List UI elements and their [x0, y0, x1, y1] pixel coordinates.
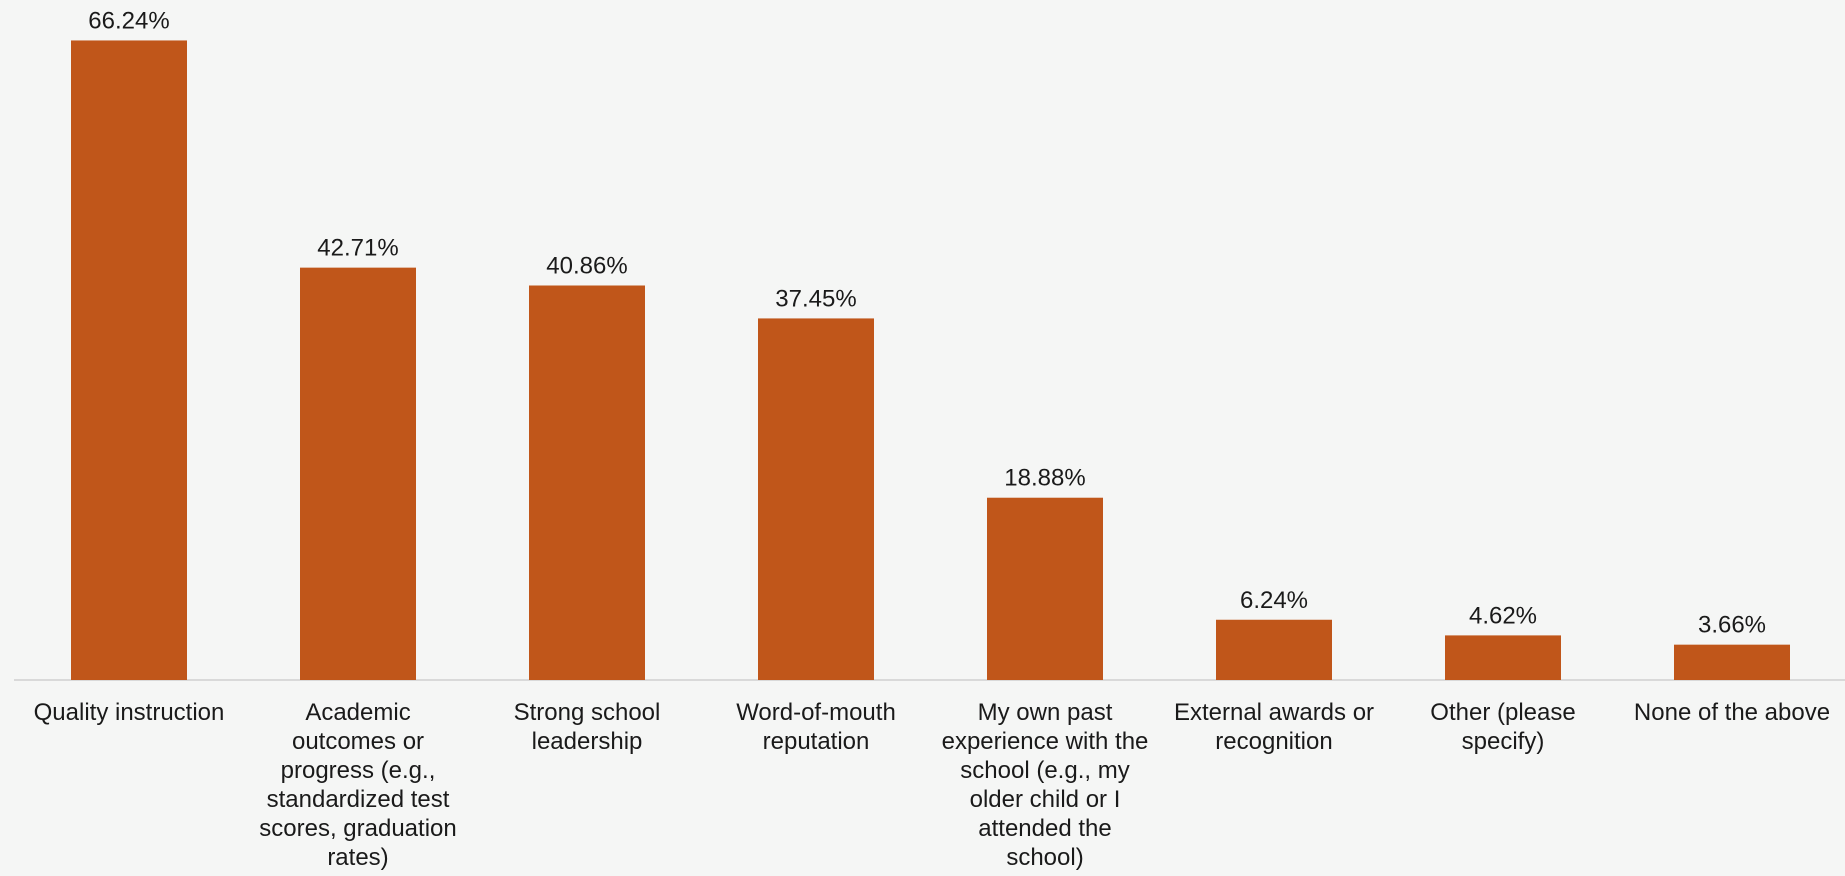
category-label-line: Other (please [1430, 699, 1575, 726]
bar [1674, 644, 1790, 680]
bar-value-label: 4.62% [1469, 602, 1537, 629]
bar-value-label: 66.24% [88, 7, 169, 34]
bar [758, 318, 874, 680]
value-labels-group: 66.24% 42.71% 40.86% 37.45% 18.88% 6.24% 4.62%… [88, 7, 1766, 638]
category-label-line: school) [1006, 844, 1083, 871]
bar [987, 497, 1103, 680]
bar [1445, 635, 1561, 680]
category-label-line: rates) [327, 844, 388, 871]
bar-value-label: 3.66% [1698, 612, 1766, 639]
category-label-line: Strong school [514, 699, 661, 726]
category-label-line: scores, graduation [259, 815, 456, 842]
bar-value-label: 18.88% [1004, 465, 1085, 492]
category-label-line: My own past [978, 699, 1113, 726]
category-labels-group: Quality instruction Academic outcomes or pr… [34, 699, 1830, 871]
bar-value-label: 6.24% [1240, 587, 1308, 614]
category-label-line: Quality instruction [34, 699, 225, 726]
category-label-line: Academic [305, 699, 410, 726]
category-label: Word-of-mouth reputation [736, 699, 896, 755]
category-label-line: experience with the [942, 728, 1149, 755]
category-label: Academic outcomes or progress (e.g., standa… [259, 699, 456, 871]
category-label: Quality instruction [34, 699, 225, 726]
category-label: My own past experience with the school (e.… [942, 699, 1149, 871]
category-label-line: reputation [763, 728, 870, 755]
category-label-line: None of the above [1634, 699, 1830, 726]
category-label-line: outcomes or [292, 728, 424, 755]
bar [529, 285, 645, 680]
category-label: Strong school leadership [514, 699, 661, 755]
category-label: External awards or recognition [1174, 699, 1374, 755]
category-label: Other (please specify) [1430, 699, 1575, 755]
category-label-line: Word-of-mouth [736, 699, 896, 726]
category-label-line: progress (e.g., [281, 757, 436, 784]
category-label-line: older child or I [970, 786, 1121, 813]
bar [300, 267, 416, 680]
bar [1216, 619, 1332, 680]
category-label-line: specify) [1462, 728, 1545, 755]
bar-value-label: 37.45% [775, 285, 856, 312]
bar [71, 40, 187, 680]
category-label-line: recognition [1215, 728, 1332, 755]
bar-value-label: 42.71% [317, 235, 398, 262]
bar-value-label: 40.86% [546, 252, 627, 279]
category-label: None of the above [1634, 699, 1830, 726]
category-label-line: External awards or [1174, 699, 1374, 726]
category-label-line: standardized test [267, 786, 450, 813]
category-label-line: leadership [532, 728, 643, 755]
bars-group [71, 40, 1790, 680]
category-label-line: school (e.g., my [960, 757, 1129, 784]
category-label-line: attended the [978, 815, 1111, 842]
